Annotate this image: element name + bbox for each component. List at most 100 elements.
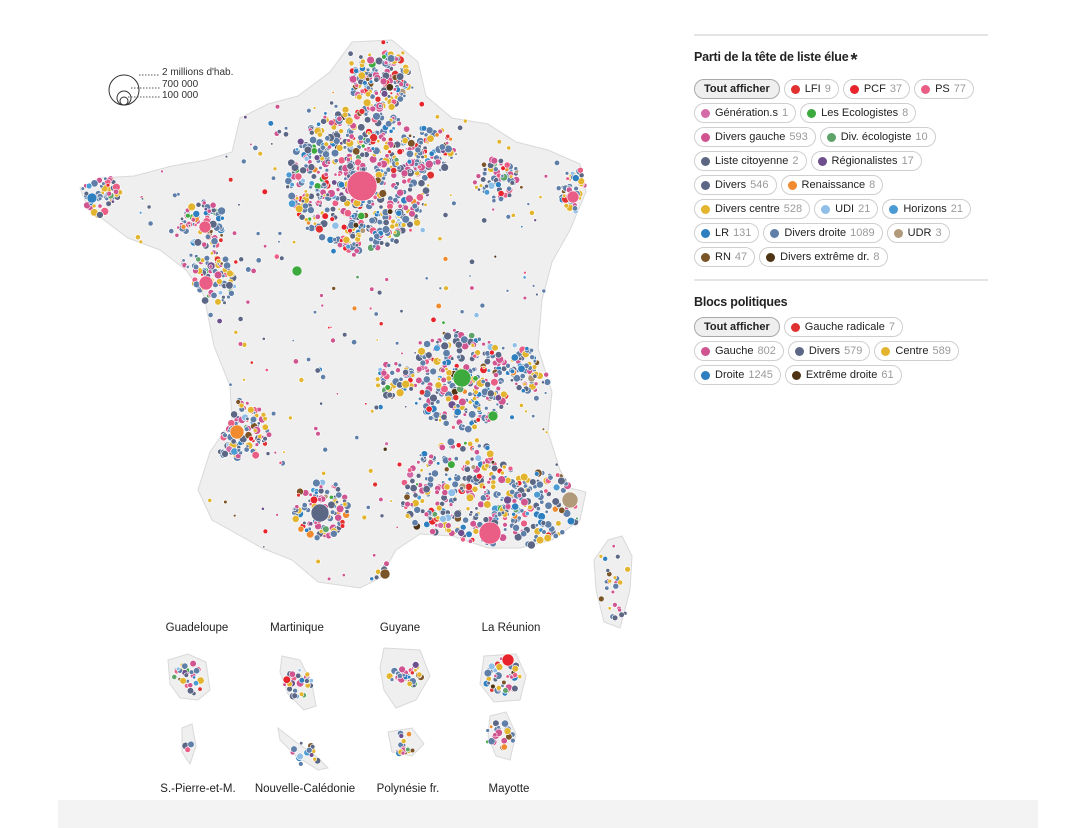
city-bubble[interactable] bbox=[481, 485, 486, 490]
city-bubble[interactable] bbox=[375, 382, 381, 389]
city-bubble[interactable] bbox=[513, 166, 519, 171]
city-bubble[interactable] bbox=[390, 218, 396, 225]
city-bubble[interactable] bbox=[262, 528, 269, 535]
city-bubble[interactable] bbox=[396, 461, 403, 468]
city-bubble[interactable] bbox=[566, 516, 576, 526]
city-bubble[interactable] bbox=[448, 502, 454, 507]
city-bubble[interactable] bbox=[492, 166, 499, 172]
city-bubble[interactable] bbox=[262, 545, 266, 549]
city-bubble[interactable] bbox=[624, 566, 631, 573]
city-bubble[interactable] bbox=[373, 90, 379, 96]
city-bubble[interactable] bbox=[256, 406, 262, 413]
city-bubble[interactable] bbox=[475, 173, 482, 179]
city-bubble[interactable] bbox=[389, 369, 396, 376]
city-bubble[interactable] bbox=[330, 149, 340, 158]
city-bubble[interactable] bbox=[540, 520, 547, 526]
city-bubble[interactable] bbox=[416, 671, 423, 678]
city-bubble[interactable] bbox=[342, 235, 351, 244]
city-bubble[interactable] bbox=[318, 233, 326, 241]
city-bubble[interactable] bbox=[483, 668, 493, 678]
city-bubble[interactable] bbox=[226, 269, 234, 278]
city-bubble[interactable] bbox=[305, 746, 313, 754]
party-chip-rn[interactable]: RN 47 bbox=[694, 247, 756, 267]
city-bubble[interactable] bbox=[278, 460, 283, 465]
city-bubble[interactable] bbox=[322, 446, 329, 453]
city-bubble[interactable] bbox=[354, 435, 360, 440]
city-bubble[interactable] bbox=[104, 196, 109, 202]
city-bubble[interactable] bbox=[571, 205, 578, 212]
city-bubble[interactable] bbox=[483, 490, 487, 494]
city-bubble[interactable] bbox=[335, 504, 345, 513]
city-bubble[interactable] bbox=[218, 290, 224, 296]
city-bubble[interactable] bbox=[492, 732, 498, 738]
city-bubble[interactable] bbox=[297, 525, 305, 533]
city-bubble[interactable] bbox=[415, 482, 419, 487]
city-bubble[interactable] bbox=[265, 451, 271, 456]
city-bubble[interactable] bbox=[474, 506, 479, 511]
city-bubble[interactable] bbox=[428, 150, 435, 157]
city-bubble[interactable] bbox=[393, 238, 400, 245]
city-bubble[interactable] bbox=[520, 225, 524, 229]
city-bubble[interactable] bbox=[203, 255, 211, 262]
city-bubble[interactable] bbox=[176, 666, 181, 672]
city-bubble[interactable] bbox=[479, 302, 486, 309]
city-bubble[interactable] bbox=[506, 185, 512, 192]
city-bubble[interactable] bbox=[351, 339, 358, 346]
city-bubble[interactable] bbox=[471, 423, 478, 431]
city-bubble[interactable] bbox=[439, 515, 447, 523]
city-bubble[interactable] bbox=[470, 343, 475, 348]
city-bubble[interactable] bbox=[459, 309, 465, 315]
city-bubble[interactable] bbox=[113, 188, 120, 195]
city-bubble[interactable] bbox=[380, 369, 388, 377]
city-bubble[interactable] bbox=[509, 378, 514, 383]
city-bubble[interactable] bbox=[351, 305, 358, 312]
city-bubble[interactable] bbox=[105, 200, 112, 207]
city-bubble[interactable] bbox=[359, 227, 366, 234]
city-bubble[interactable] bbox=[374, 376, 381, 382]
city-bubble[interactable] bbox=[310, 503, 330, 523]
party-chip-udr[interactable]: UDR 3 bbox=[886, 223, 950, 243]
city-bubble[interactable] bbox=[400, 169, 409, 178]
city-bubble[interactable] bbox=[453, 456, 459, 462]
city-bubble[interactable] bbox=[555, 185, 562, 191]
city-bubble[interactable] bbox=[210, 291, 218, 299]
city-bubble[interactable] bbox=[193, 223, 198, 227]
city-bubble[interactable] bbox=[373, 232, 381, 240]
city-bubble[interactable] bbox=[339, 523, 346, 529]
city-bubble[interactable] bbox=[511, 665, 519, 673]
party-chip-liste-citoyenne[interactable]: Liste citoyenne 2 bbox=[694, 151, 807, 171]
city-bubble[interactable] bbox=[303, 145, 313, 154]
city-bubble[interactable] bbox=[302, 520, 307, 526]
city-bubble[interactable] bbox=[336, 115, 343, 122]
city-bubble[interactable] bbox=[451, 200, 457, 207]
city-bubble[interactable] bbox=[509, 414, 515, 420]
city-bubble[interactable] bbox=[383, 560, 390, 567]
city-bubble[interactable] bbox=[468, 258, 475, 265]
city-bubble[interactable] bbox=[445, 140, 450, 145]
city-bubble[interactable] bbox=[267, 120, 274, 127]
city-bubble[interactable] bbox=[198, 275, 214, 291]
city-bubble[interactable] bbox=[378, 204, 384, 210]
city-bubble[interactable] bbox=[441, 320, 446, 325]
city-bubble[interactable] bbox=[315, 431, 321, 437]
city-bubble[interactable] bbox=[445, 395, 452, 403]
city-bubble[interactable] bbox=[384, 384, 391, 391]
city-bubble[interactable] bbox=[425, 405, 433, 413]
city-bubble[interactable] bbox=[516, 515, 522, 521]
city-bubble[interactable] bbox=[225, 281, 234, 290]
city-bubble[interactable] bbox=[292, 240, 297, 245]
city-bubble[interactable] bbox=[467, 538, 473, 544]
city-bubble[interactable] bbox=[255, 257, 262, 264]
party-chip-horizons[interactable]: Horizons 21 bbox=[882, 199, 972, 219]
city-bubble[interactable] bbox=[391, 116, 396, 120]
city-bubble[interactable] bbox=[555, 472, 561, 478]
city-bubble[interactable] bbox=[401, 379, 411, 389]
city-bubble[interactable] bbox=[503, 495, 512, 505]
city-bubble[interactable] bbox=[233, 513, 237, 518]
city-bubble[interactable] bbox=[237, 203, 241, 207]
city-bubble[interactable] bbox=[272, 166, 278, 171]
city-bubble[interactable] bbox=[490, 483, 497, 490]
city-bubble[interactable] bbox=[454, 152, 458, 156]
city-bubble[interactable] bbox=[404, 405, 408, 409]
city-bubble[interactable] bbox=[477, 187, 481, 192]
